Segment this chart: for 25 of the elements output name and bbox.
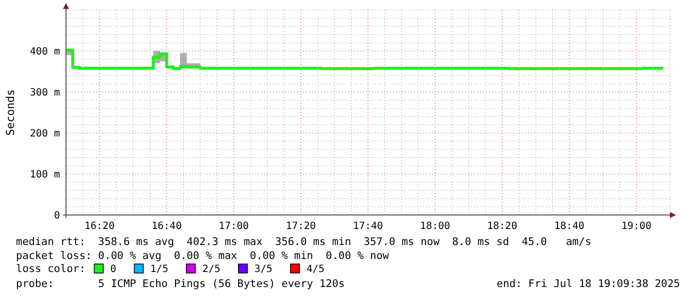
text: probe: 5 ICMP Echo Pings (56 Bytes) every 120s [16,278,345,290]
x-tick-label: 17:40 [352,221,384,232]
x-tick-label: 18:00 [420,221,450,232]
legend-label: 4/5 [306,264,325,275]
legend-label: 3/5 [254,264,272,275]
y-tick-label: 200 m [30,128,60,140]
x-tick-label: 18:40 [554,221,584,232]
legend-title: loss color: [16,263,86,275]
y-tick-label: 400 m [30,46,60,58]
text: packet loss: 0.00 % avg 0.00 % max 0.00 % min 0.00 % now [16,250,390,262]
y-tick-label: 0 [54,210,60,222]
text: median rtt: 358.6 ms avg 402.3 ms max 356.0 ms min 357.0 ms now 8.0 ms sd 45.0 am/s [16,236,592,248]
x-tick-label: 18:20 [487,221,518,232]
x-tick-label: 17:20 [286,221,316,232]
x-tick-label: 16:40 [152,221,182,232]
x-tick-label: 16:20 [84,221,115,232]
x-tick-label: 19:00 [621,221,652,232]
y-tick-label: 300 m [30,88,60,98]
y-tick-label: 100 m [30,170,60,180]
legend-label: 1/5 [150,264,168,275]
legend-label: 2/5 [202,264,220,275]
legend-label: 0 [110,264,116,275]
x-tick-label: 17:00 [218,221,249,232]
y-axis-title: Seconds [4,89,17,136]
text: end: Fri Jul 18 19:09:38 2025 [496,278,680,290]
